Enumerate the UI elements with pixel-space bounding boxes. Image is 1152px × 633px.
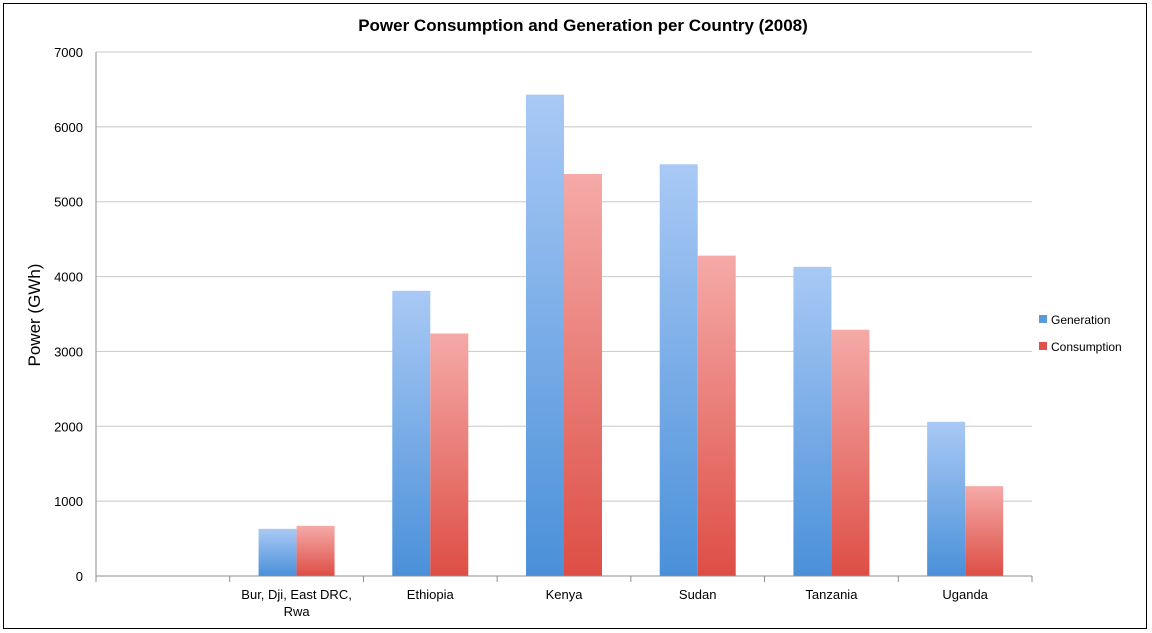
- chart-title: Power Consumption and Generation per Cou…: [358, 16, 808, 35]
- bar-generation: [392, 290, 431, 576]
- y-tick-label: 3000: [54, 344, 83, 359]
- bar-consumption: [965, 486, 1004, 576]
- bar-consumption: [296, 525, 335, 576]
- y-tick-label: 5000: [54, 195, 83, 210]
- y-axis-label: Power (GWh): [25, 264, 44, 367]
- x-tick-labels: Bur, Dji, East DRC, Rwa Ethiopia Kenya Sudan…: [241, 587, 988, 619]
- legend-label-generation: Generation: [1051, 313, 1110, 327]
- bar-generation: [526, 94, 564, 576]
- x-tick-label: Sudan: [679, 587, 717, 602]
- x-tick-label: Uganda: [942, 587, 988, 602]
- axes: [95, 52, 1033, 582]
- x-tick-label: Kenya: [546, 587, 584, 602]
- legend-swatch-consumption: [1039, 342, 1047, 350]
- y-tick-label: 6000: [54, 120, 83, 135]
- x-tick-label: Ethiopia: [407, 587, 455, 602]
- y-tick-label: 2000: [54, 419, 83, 434]
- bar-consumption: [697, 255, 736, 576]
- x-tick-label: Tanzania: [805, 587, 858, 602]
- legend-swatch-generation: [1039, 315, 1047, 323]
- bar-generation: [258, 528, 297, 576]
- legend-label-consumption: Consumption: [1051, 340, 1122, 354]
- bars: [258, 94, 1004, 577]
- bar-consumption: [564, 174, 602, 576]
- legend: Generation Consumption: [1039, 313, 1122, 354]
- bar-generation: [659, 164, 698, 577]
- bar-consumption: [831, 329, 870, 576]
- y-tick-label: 0: [76, 569, 83, 584]
- bar-consumption: [430, 333, 469, 576]
- bar-generation: [793, 266, 832, 576]
- y-tick-labels: 0 1000 2000 3000 4000 5000 6000 7000: [54, 45, 83, 584]
- y-tick-label: 7000: [54, 45, 83, 60]
- y-tick-label: 1000: [54, 494, 83, 509]
- x-tick-label: Rwa: [284, 604, 311, 619]
- y-tick-label: 4000: [54, 270, 83, 285]
- x-tick-label: Bur, Dji, East DRC,: [241, 587, 352, 602]
- bar-generation: [927, 421, 966, 576]
